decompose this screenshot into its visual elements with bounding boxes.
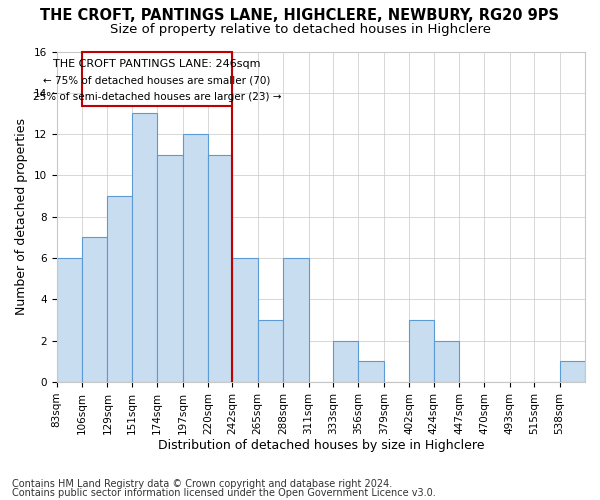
- Y-axis label: Number of detached properties: Number of detached properties: [15, 118, 28, 316]
- Bar: [258, 320, 283, 382]
- Bar: [333, 341, 358, 382]
- Bar: [283, 258, 308, 382]
- Bar: [560, 362, 585, 382]
- Text: Size of property relative to detached houses in Highclere: Size of property relative to detached ho…: [110, 22, 491, 36]
- Bar: [358, 362, 384, 382]
- Text: ← 75% of detached houses are smaller (70): ← 75% of detached houses are smaller (70…: [43, 76, 271, 86]
- X-axis label: Distribution of detached houses by size in Highclere: Distribution of detached houses by size …: [158, 440, 484, 452]
- Bar: [132, 114, 157, 382]
- Bar: [107, 196, 132, 382]
- Text: Contains HM Land Registry data © Crown copyright and database right 2024.: Contains HM Land Registry data © Crown c…: [12, 479, 392, 489]
- Text: 25% of semi-detached houses are larger (23) →: 25% of semi-detached houses are larger (…: [33, 92, 281, 102]
- Bar: [434, 341, 459, 382]
- Bar: [182, 134, 208, 382]
- Bar: [56, 258, 82, 382]
- Text: Contains public sector information licensed under the Open Government Licence v3: Contains public sector information licen…: [12, 488, 436, 498]
- Text: THE CROFT, PANTINGS LANE, HIGHCLERE, NEWBURY, RG20 9PS: THE CROFT, PANTINGS LANE, HIGHCLERE, NEW…: [41, 8, 560, 22]
- Bar: [82, 238, 107, 382]
- Bar: [157, 155, 182, 382]
- Bar: [232, 258, 258, 382]
- FancyBboxPatch shape: [82, 52, 232, 106]
- Text: THE CROFT PANTINGS LANE: 246sqm: THE CROFT PANTINGS LANE: 246sqm: [53, 58, 261, 68]
- Bar: [409, 320, 434, 382]
- Bar: [208, 155, 232, 382]
